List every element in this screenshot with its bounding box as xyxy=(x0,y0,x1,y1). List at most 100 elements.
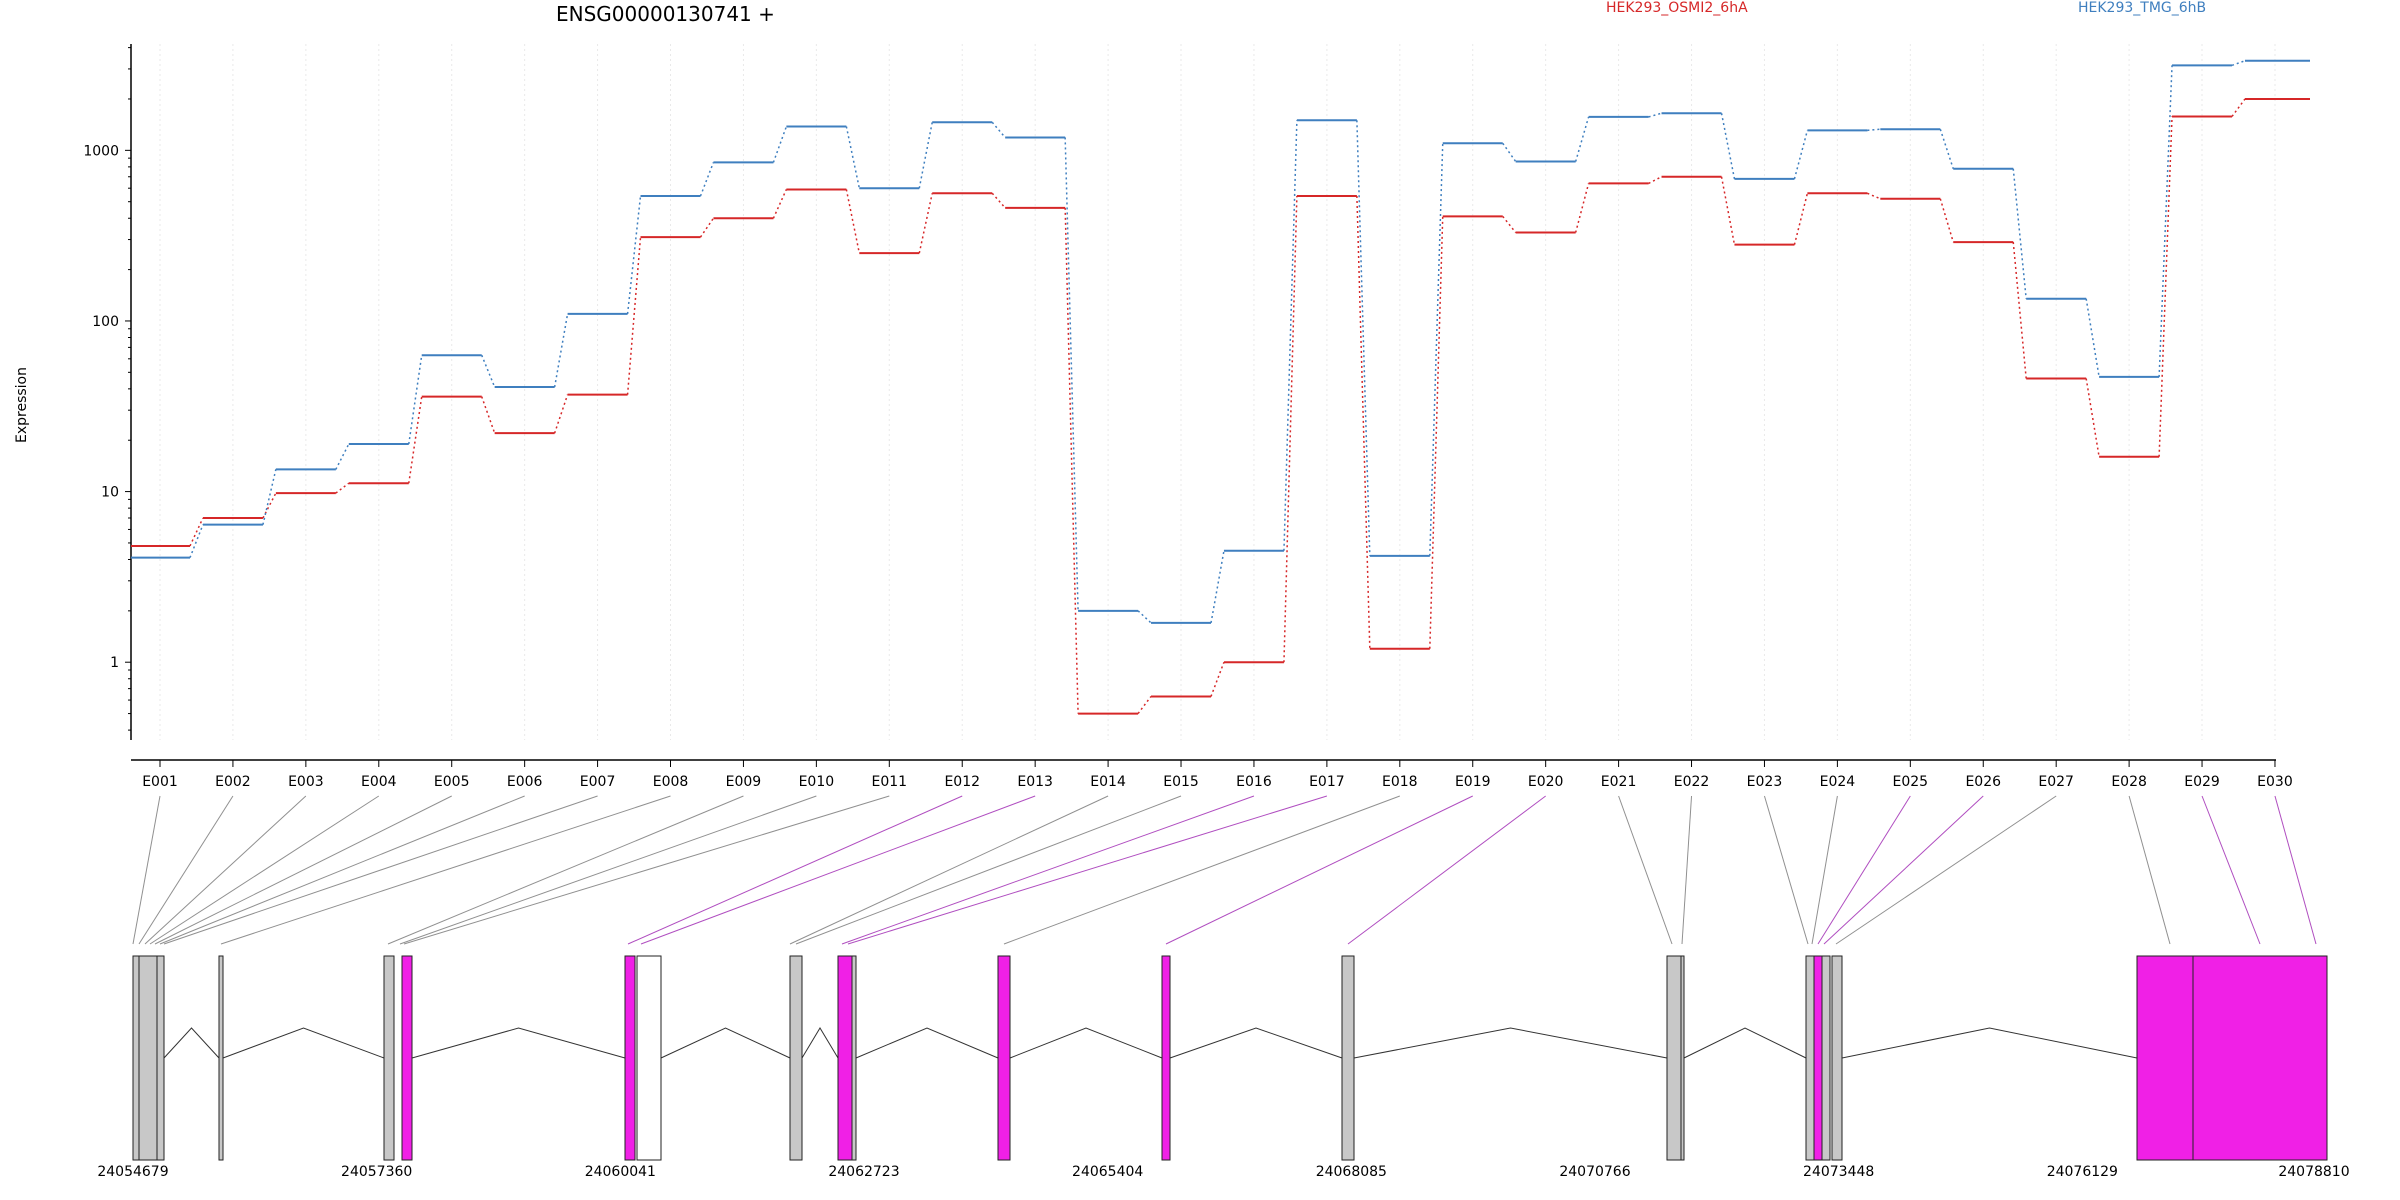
x-tick-label-e025: E025 xyxy=(1893,774,1929,790)
transition-e005 xyxy=(481,396,496,434)
coordinate-label: 24068085 xyxy=(1316,1164,1387,1180)
connector-e016 xyxy=(841,795,1255,945)
transition-e023 xyxy=(1793,130,1809,180)
grid-lines xyxy=(159,44,2276,740)
transition-e014 xyxy=(1137,695,1152,715)
x-tick-label-e022: E022 xyxy=(1674,774,1710,790)
connector-e010 xyxy=(399,795,817,945)
transition-e025 xyxy=(1939,198,1954,243)
intron-4 xyxy=(660,1027,791,1059)
transition-e023 xyxy=(1793,193,1809,245)
x-tick-label-e003: E003 xyxy=(288,774,324,790)
coordinate-label: 24060041 xyxy=(585,1164,656,1180)
connector-e013 xyxy=(640,795,1036,945)
transition-e003 xyxy=(335,443,350,470)
transition-e010 xyxy=(845,189,861,254)
connector-e004 xyxy=(149,795,380,945)
transition-e012 xyxy=(991,121,1006,138)
x-tick-label-e027: E027 xyxy=(2038,774,2074,790)
exon-block-7 xyxy=(624,955,636,1161)
connector-e023 xyxy=(1763,795,1809,945)
connector-e019 xyxy=(1165,795,1473,945)
connector-e026 xyxy=(1823,795,1984,945)
intron-3 xyxy=(411,1027,626,1059)
connector-e027 xyxy=(1835,795,2057,945)
transition-e007 xyxy=(626,237,642,395)
intron-1 xyxy=(163,1027,220,1059)
exon-block-14 xyxy=(1341,955,1355,1161)
legend-series-osmi2: HEK293_OSMI2_6hA xyxy=(1606,0,1748,16)
connector-e020 xyxy=(1347,795,1546,945)
x-tick-label-e009: E009 xyxy=(726,774,762,790)
transition-e013 xyxy=(1064,207,1079,714)
connector-e025 xyxy=(1817,795,1911,945)
connector-e003 xyxy=(144,795,307,945)
intron-8 xyxy=(1169,1027,1343,1059)
connector-e028 xyxy=(2128,795,2171,945)
exon-block-17 xyxy=(1805,955,1815,1161)
x-tick-label-e029: E029 xyxy=(2184,774,2220,790)
exon-block-2 xyxy=(138,955,158,1161)
connector-e006 xyxy=(159,795,525,945)
exon-block-15 xyxy=(1666,955,1682,1161)
x-tick-label-e021: E021 xyxy=(1601,774,1637,790)
axes: 1 10 100 1000 xyxy=(83,44,2276,767)
connector-e017 xyxy=(847,795,1328,945)
transition-e003 xyxy=(335,482,350,494)
exon-block-20 xyxy=(1831,955,1843,1161)
transition-e020 xyxy=(1574,116,1590,162)
y-tick-label: 1000 xyxy=(83,143,119,159)
exon-block-12 xyxy=(997,955,1011,1161)
transition-e022 xyxy=(1720,176,1736,245)
exon-block-16 xyxy=(1680,955,1685,1161)
transition-e001 xyxy=(189,517,204,547)
x-tick-label-e012: E012 xyxy=(944,774,980,790)
transition-e014 xyxy=(1137,610,1152,624)
intron-11 xyxy=(1841,1027,2138,1059)
exon-block-18 xyxy=(1813,955,1823,1161)
transition-e018 xyxy=(1429,216,1444,649)
transition-e008 xyxy=(699,162,715,197)
x-tick-label-e024: E024 xyxy=(1820,774,1856,790)
transition-e010 xyxy=(845,126,861,189)
x-tick-label-e011: E011 xyxy=(872,774,908,790)
transition-e019 xyxy=(1502,142,1517,162)
y-tick-label: 100 xyxy=(92,314,119,330)
x-tick-label-e010: E010 xyxy=(799,774,835,790)
series-lines xyxy=(131,59,2310,715)
transition-e017 xyxy=(1356,120,1371,556)
coordinate-label: 24057360 xyxy=(341,1164,412,1180)
exon-block-3 xyxy=(156,955,165,1161)
x-tick-label-e007: E007 xyxy=(580,774,616,790)
coordinate-label: 24076129 xyxy=(2047,1164,2118,1180)
connector-e015 xyxy=(795,795,1182,945)
transition-e015 xyxy=(1210,550,1225,624)
transition-e016 xyxy=(1283,120,1298,551)
transition-e027 xyxy=(2085,378,2100,457)
transition-e005 xyxy=(481,354,496,388)
exon-block-10 xyxy=(837,955,853,1161)
connector-e024 xyxy=(1811,795,1838,945)
x-tick-label-e016: E016 xyxy=(1236,774,1272,790)
x-tick-label-e013: E013 xyxy=(1017,774,1053,790)
connector-e022 xyxy=(1681,795,1693,945)
transition-e006 xyxy=(553,394,569,434)
transition-e008 xyxy=(699,217,715,238)
exon-block-9 xyxy=(789,955,803,1161)
transition-e018 xyxy=(1429,143,1444,556)
series-tmg xyxy=(131,59,2310,624)
connector-e018 xyxy=(1003,795,1400,945)
transition-e006 xyxy=(553,313,569,388)
transition-e012 xyxy=(991,192,1006,209)
connector-e008 xyxy=(220,795,671,945)
connector-e012 xyxy=(627,795,963,945)
x-tick-label-e017: E017 xyxy=(1309,774,1345,790)
transition-e021 xyxy=(1648,112,1662,118)
transition-e011 xyxy=(918,193,933,254)
connector-e029 xyxy=(2201,795,2261,945)
coordinate-labels: 24054679 24057360 24060041 24062723 24065404… xyxy=(97,1164,2349,1180)
transition-e024 xyxy=(1867,128,1881,132)
legend-series-tmg: HEK293_TMG_6hB xyxy=(2078,0,2207,16)
transition-e017 xyxy=(1356,195,1371,649)
